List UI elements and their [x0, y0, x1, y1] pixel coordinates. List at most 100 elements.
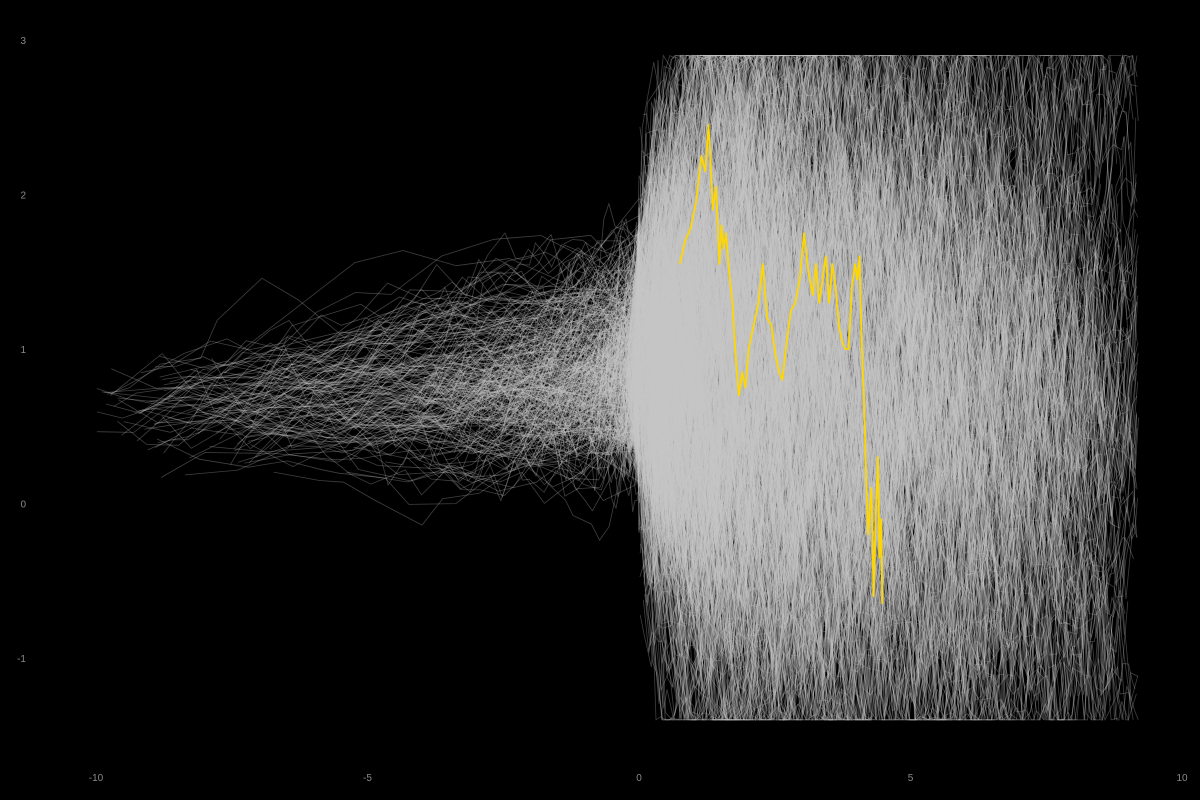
background-series-line	[378, 214, 751, 379]
background-series-line	[650, 55, 987, 680]
background-series-line	[646, 302, 814, 626]
background-series-line	[598, 240, 774, 455]
background-series-line	[652, 393, 736, 516]
background-series-line	[643, 74, 1139, 452]
background-series-line	[632, 55, 824, 374]
background-series-line	[572, 402, 686, 478]
background-series-line	[643, 55, 1048, 429]
background-series-line	[650, 353, 821, 721]
background-series-line	[342, 302, 644, 440]
background-series-line	[589, 246, 640, 491]
background-series-line	[309, 295, 709, 428]
background-series-line	[642, 55, 941, 646]
background-series-line	[236, 297, 662, 434]
background-series-line	[651, 55, 814, 348]
background-series-line	[651, 153, 785, 411]
background-series-line	[640, 163, 1047, 530]
x-tick-label: 5	[908, 773, 914, 784]
background-series-line	[353, 351, 667, 460]
background-series-line	[494, 292, 786, 573]
background-series-line	[234, 230, 722, 512]
background-series-line	[258, 54, 774, 417]
background-series-line	[653, 243, 887, 547]
background-series-line	[189, 325, 718, 553]
background-series-line	[639, 282, 967, 649]
background-series-line	[638, 328, 809, 678]
background-series-line	[630, 219, 729, 402]
background-series-line	[650, 255, 1086, 721]
background-series-line	[511, 55, 717, 447]
background-series-line	[643, 239, 1056, 527]
background-series-line	[580, 55, 751, 386]
background-series-line	[645, 349, 1017, 666]
background-series-line	[641, 261, 1074, 720]
background-series-line	[647, 60, 894, 572]
background-series-line	[553, 54, 843, 426]
background-series-line	[650, 233, 865, 705]
background-series-line	[586, 54, 775, 429]
background-series-line	[646, 234, 1113, 650]
background-series-line	[608, 276, 767, 488]
background-series-line	[654, 258, 1010, 573]
background-series-line	[641, 55, 1071, 491]
background-series-line	[643, 247, 1018, 670]
background-series-line	[154, 344, 777, 703]
background-series-line	[643, 143, 966, 721]
background-series-line	[644, 100, 1097, 592]
background-series-line	[644, 183, 1090, 722]
background-series-line	[211, 333, 711, 525]
background-series-line	[611, 277, 687, 513]
background-series-line	[631, 294, 651, 447]
background-series-line	[532, 236, 799, 458]
background-series-line	[644, 101, 965, 500]
background-series-line	[624, 246, 657, 454]
background-series-line	[359, 236, 676, 425]
background-series-line	[643, 101, 878, 411]
background-series-line	[246, 300, 698, 523]
background-series-line	[648, 248, 1136, 685]
background-series-line	[383, 262, 772, 454]
background-series-line	[650, 327, 942, 573]
background-series-line	[650, 127, 745, 469]
background-series-line	[277, 379, 649, 472]
background-series-line	[545, 348, 654, 462]
background-series-line	[641, 252, 1113, 544]
background-series-line	[586, 328, 771, 586]
background-series-line	[499, 359, 812, 655]
background-series-line	[305, 55, 755, 409]
background-series-line	[646, 210, 986, 561]
background-series-line	[644, 221, 1109, 652]
background-series-line	[113, 233, 835, 407]
x-tick-label: -10	[89, 773, 104, 784]
background-series-line	[638, 274, 701, 463]
background-series-line	[645, 144, 1108, 721]
background-series-line	[627, 232, 804, 410]
background-series-line	[443, 58, 714, 428]
background-series-line	[555, 258, 819, 419]
background-series-line	[638, 239, 746, 400]
background-series-line	[161, 318, 759, 587]
background-series-line	[511, 204, 739, 498]
background-series-line	[584, 55, 803, 444]
background-series-line	[641, 79, 1111, 589]
background-series-line	[626, 77, 725, 403]
background-series-line	[654, 54, 1139, 721]
background-series-line	[646, 113, 1066, 559]
background-series-line	[646, 178, 894, 637]
background-series-line	[631, 332, 787, 674]
background-series-line	[630, 306, 730, 447]
background-series-line	[444, 316, 701, 548]
background-series-line	[652, 191, 928, 677]
background-series-line	[612, 269, 665, 372]
background-series-line	[651, 267, 1111, 627]
background-series-line	[644, 272, 757, 523]
background-series-line	[431, 161, 690, 382]
background-series-line	[649, 190, 841, 662]
background-series-line	[638, 199, 874, 627]
background-series-line	[424, 296, 683, 433]
background-series-line	[249, 231, 782, 503]
background-series-line	[640, 55, 884, 413]
background-series-line	[251, 110, 691, 443]
background-series-line	[269, 217, 657, 450]
background-series-line	[642, 216, 1123, 721]
